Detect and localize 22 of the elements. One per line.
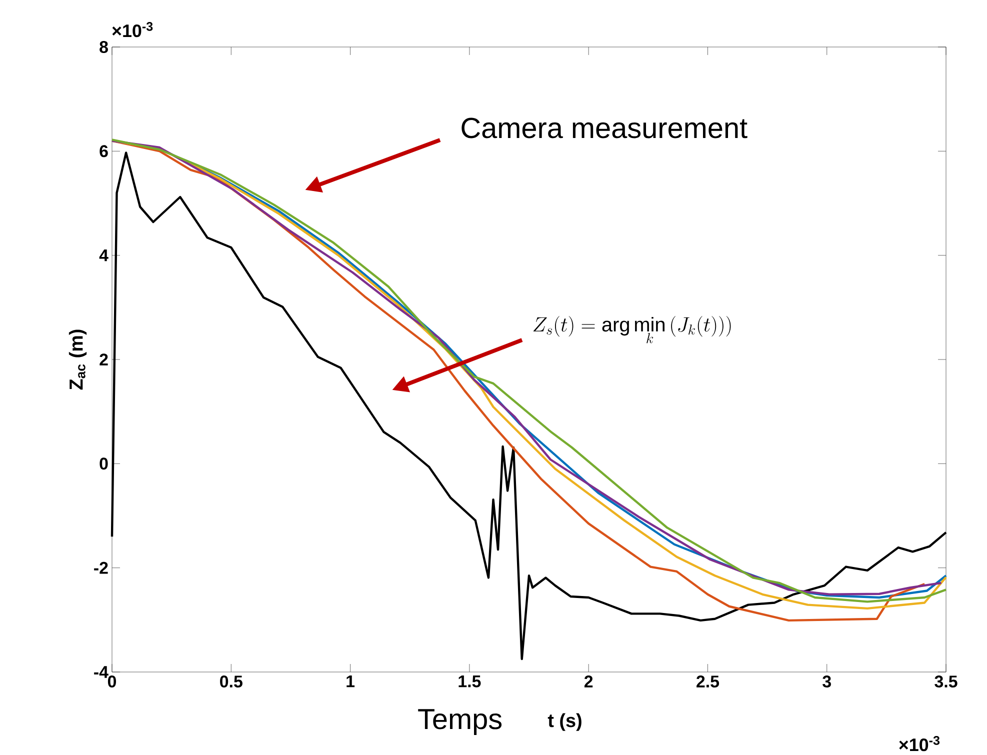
text: ×10$^{-3}$	[112, 22, 153, 38]
y-tick-label: 6	[100, 145, 108, 158]
text: Temps	[418, 709, 502, 735]
x-tick-label: 2	[584, 676, 593, 688]
y-tick-label: 8	[100, 41, 108, 53]
y-tick-label: -4	[94, 666, 108, 678]
x-tick-label: 3.5	[934, 676, 958, 688]
x-axis-title: t (s)	[548, 713, 582, 731]
y-tick-label: 4	[99, 250, 108, 262]
text: ×10$^{-3}$	[899, 736, 940, 752]
y-tick-label: -2	[94, 562, 108, 574]
x-tick-label: 0	[108, 676, 116, 688]
x-tick-label: 2.5	[696, 676, 720, 688]
x-tick-label: 1.5	[458, 676, 481, 688]
y-tick-label: 2	[100, 354, 108, 366]
y-tick-label: 0	[100, 458, 108, 470]
x-tick-label: 0.5	[220, 676, 242, 688]
annotation: Camera measurement	[462, 118, 748, 138]
annotation: $Z_s(t) = \arg\min_k \left(J_k(t))\right)$	[533, 316, 731, 344]
y-axis-title: Z$_{ac}$ (m)	[68, 330, 87, 390]
x-tick-label: 1	[346, 676, 355, 688]
x-tick-label: 3	[822, 676, 831, 688]
